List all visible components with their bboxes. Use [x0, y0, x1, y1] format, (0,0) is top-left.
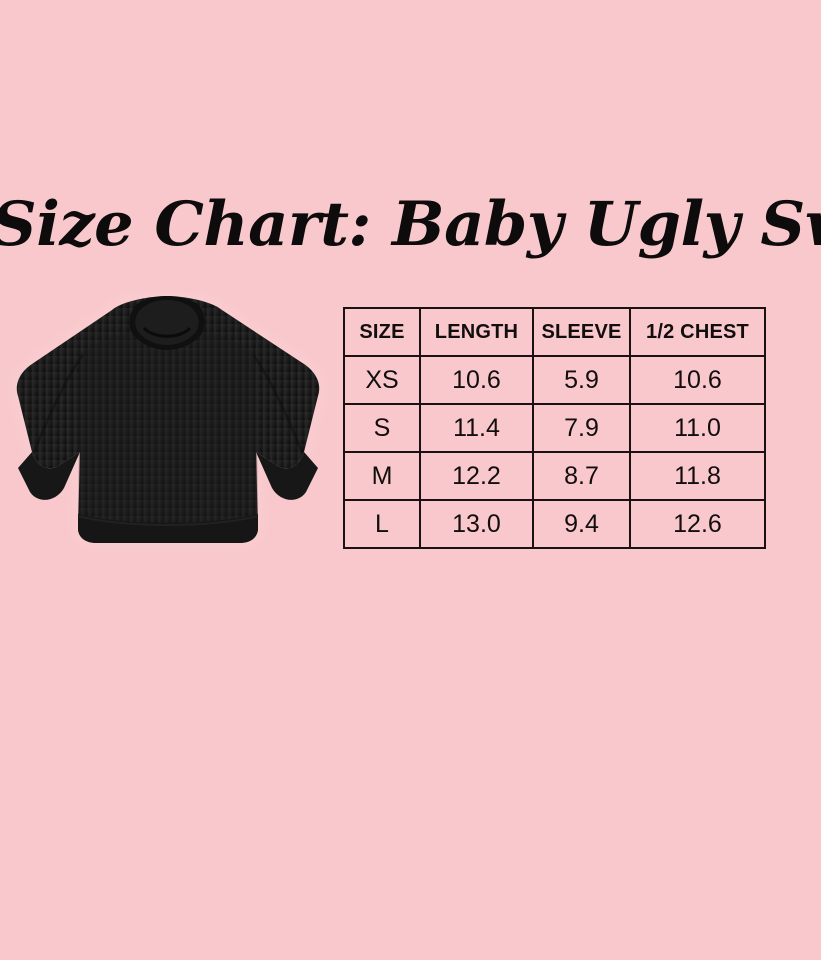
cell-chest: 10.6 [629, 355, 766, 405]
cell-length: 11.4 [419, 403, 534, 453]
table-header-row: SIZE LENGTH SLEEVE 1/2 CHEST [343, 307, 766, 357]
cell-sleeve: 9.4 [532, 499, 631, 549]
size-table-container: SIZE LENGTH SLEEVE 1/2 CHEST XS 10.6 5.9… [343, 307, 766, 549]
page-title: Size Chart: Baby Ugly Sweater [0, 189, 821, 260]
cell-length: 12.2 [419, 451, 534, 501]
cell-size: L [343, 499, 421, 549]
cell-chest: 12.6 [629, 499, 766, 549]
table-row: XS 10.6 5.9 10.6 [343, 355, 766, 405]
column-header-length: LENGTH [419, 307, 534, 357]
cell-size: S [343, 403, 421, 453]
cell-chest: 11.8 [629, 451, 766, 501]
size-table: SIZE LENGTH SLEEVE 1/2 CHEST XS 10.6 5.9… [343, 307, 766, 549]
cell-sleeve: 8.7 [532, 451, 631, 501]
product-image-sweater [4, 292, 334, 554]
cell-length: 13.0 [419, 499, 534, 549]
cell-size: XS [343, 355, 421, 405]
column-header-sleeve: SLEEVE [532, 307, 631, 357]
table-row: M 12.2 8.7 11.8 [343, 451, 766, 501]
column-header-size: SIZE [343, 307, 421, 357]
cell-chest: 11.0 [629, 403, 766, 453]
cell-length: 10.6 [419, 355, 534, 405]
cell-sleeve: 5.9 [532, 355, 631, 405]
cell-sleeve: 7.9 [532, 403, 631, 453]
cell-size: M [343, 451, 421, 501]
column-header-chest: 1/2 CHEST [629, 307, 766, 357]
table-row: L 13.0 9.4 12.6 [343, 499, 766, 549]
table-row: S 11.4 7.9 11.0 [343, 403, 766, 453]
